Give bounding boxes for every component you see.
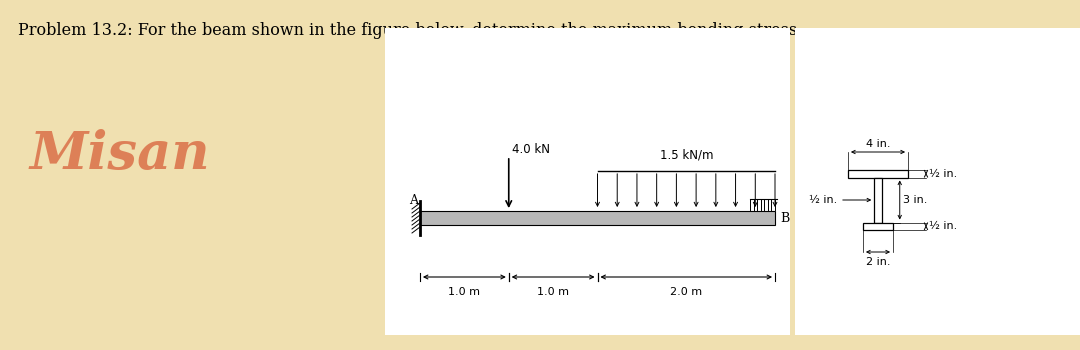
Text: Univers: Univers xyxy=(380,119,606,170)
Bar xyxy=(384,28,789,335)
Text: ½ in.: ½ in. xyxy=(929,169,957,179)
Bar xyxy=(420,211,775,225)
Text: B: B xyxy=(780,211,789,224)
Text: 1.0 m: 1.0 m xyxy=(537,287,569,297)
Text: 3 in.: 3 in. xyxy=(903,195,927,205)
Bar xyxy=(863,223,893,230)
Text: 2 in.: 2 in. xyxy=(866,257,890,267)
Text: Problem 13.2: For the beam shown in the figure below, determine the maximum bend: Problem 13.2: For the beam shown in the … xyxy=(18,22,802,39)
Text: 1.0 m: 1.0 m xyxy=(448,287,481,297)
Text: 1.5 kN/m: 1.5 kN/m xyxy=(660,148,713,161)
Text: 4.0 kN: 4.0 kN xyxy=(512,143,550,156)
Text: ½ in.: ½ in. xyxy=(929,221,957,231)
Bar xyxy=(848,170,908,177)
Bar xyxy=(795,28,1080,335)
Text: Misan: Misan xyxy=(30,130,211,181)
Text: A: A xyxy=(409,194,418,207)
Bar xyxy=(874,177,881,223)
Text: 2.0 m: 2.0 m xyxy=(671,287,702,297)
Text: 4 in.: 4 in. xyxy=(866,139,890,149)
Text: ½ in.: ½ in. xyxy=(809,195,837,205)
